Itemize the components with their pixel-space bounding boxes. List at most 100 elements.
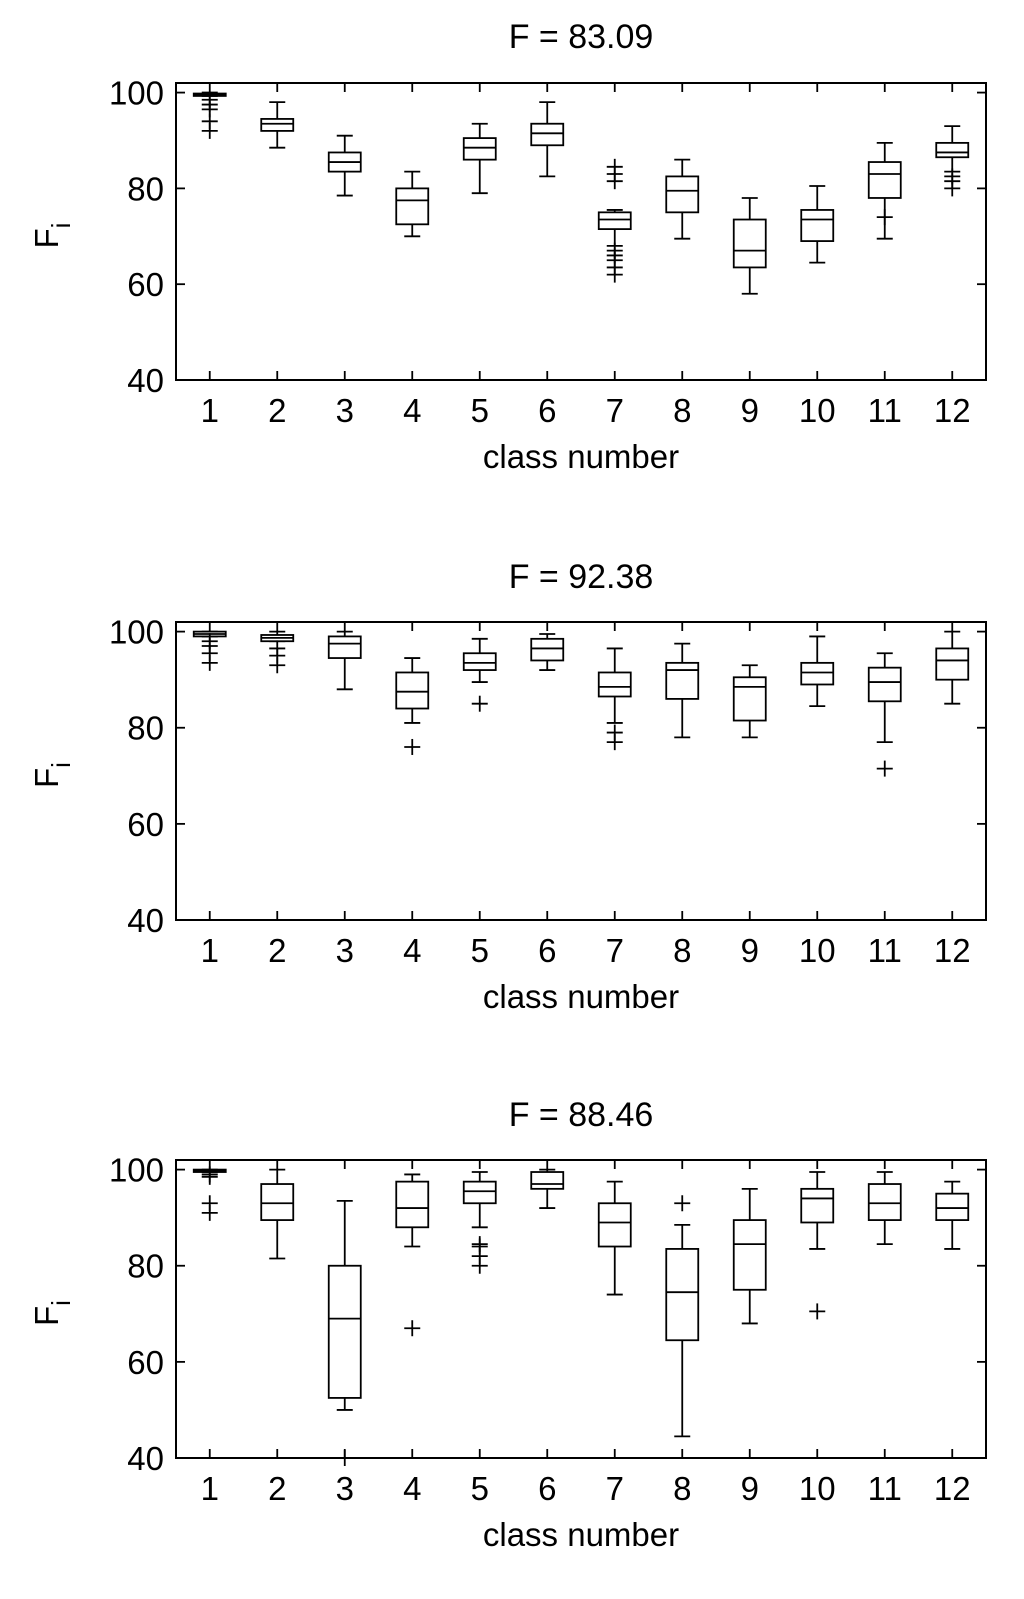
iqr-box (395, 187, 430, 226)
iqr-box (327, 635, 362, 659)
y-tick-label: 100 (109, 1152, 164, 1189)
box-class-3 (327, 630, 362, 691)
x-tick-label: 4 (403, 1470, 421, 1507)
box-class-10 (800, 185, 835, 264)
x-tick-label: 11 (868, 392, 902, 429)
iqr-box (327, 1264, 362, 1399)
iqr-box (800, 209, 835, 242)
y-tick-label: 80 (127, 710, 164, 747)
box-class-1 (192, 630, 227, 671)
outlier-marker (336, 1450, 353, 1466)
iqr-box (530, 122, 565, 147)
box-class-11 (867, 652, 902, 777)
outlier-marker (809, 1303, 826, 1320)
y-axis-label: Fi (28, 762, 76, 788)
iqr-box (597, 1202, 632, 1248)
outlier-marker (606, 266, 623, 283)
box-class-2 (260, 1168, 295, 1260)
x-tick-label: 12 (934, 392, 971, 429)
x-tick-label: 1 (201, 932, 219, 969)
x-tick-label: 10 (799, 1470, 836, 1507)
outlier-marker (201, 122, 218, 139)
iqr-box (395, 1180, 430, 1229)
box-class-6 (530, 101, 565, 178)
box-class-4 (395, 657, 430, 755)
box-class-11 (867, 1171, 902, 1246)
y-tick-label: 100 (109, 75, 164, 112)
iqr-box (597, 671, 632, 698)
iqr-box (665, 175, 700, 214)
iqr-box (665, 661, 700, 700)
x-tick-label: 3 (336, 1470, 354, 1507)
y-axis-label-main: F (28, 228, 65, 248)
x-tick-label: 3 (336, 932, 354, 969)
box-class-1 (192, 1166, 227, 1221)
y-tick-label: 80 (127, 170, 164, 207)
y-axis-label-subscript: i (46, 223, 76, 229)
outlier-marker (201, 1204, 218, 1221)
iqr-box (462, 137, 497, 161)
iqr-box (665, 1248, 700, 1342)
x-axis-label: class number (483, 1516, 679, 1553)
x-tick-label: 7 (606, 932, 624, 969)
x-tick-label: 5 (471, 932, 489, 969)
iqr-box (260, 1183, 295, 1221)
y-tick-label: 40 (127, 1440, 164, 1477)
box-class-5 (462, 1171, 497, 1274)
box-class-10 (800, 635, 835, 708)
box-class-9 (732, 1187, 767, 1325)
x-tick-label: 6 (538, 1470, 556, 1507)
box-class-6 (530, 1168, 565, 1209)
iqr-box (867, 666, 902, 703)
iqr-box (935, 647, 970, 681)
iqr-box (732, 1219, 767, 1291)
x-tick-label: 8 (673, 392, 691, 429)
box-class-12 (935, 125, 970, 197)
x-tick-label: 10 (799, 392, 836, 429)
outlier-marker (606, 734, 623, 751)
y-tick-label: 80 (127, 1248, 164, 1285)
plot-frame (175, 621, 987, 921)
y-axis-label-main: F (28, 1306, 65, 1326)
box-class-3 (327, 134, 362, 197)
outlier-marker (269, 657, 286, 674)
box-class-9 (732, 197, 767, 295)
chart-title: F = 88.46 (509, 1096, 654, 1134)
box-class-1 (192, 91, 227, 139)
x-tick-label: 1 (201, 392, 219, 429)
y-axis-label: Fi (28, 1300, 76, 1326)
x-tick-label: 9 (741, 932, 759, 969)
x-tick-label: 1 (201, 1470, 219, 1507)
y-axis-label-subscript: i (46, 762, 76, 768)
chart-title: F = 92.38 (509, 558, 654, 596)
outlier-marker (201, 1168, 218, 1185)
x-tick-label: 7 (606, 1470, 624, 1507)
y-tick-label: 60 (127, 1344, 164, 1381)
box-class-7 (597, 1180, 632, 1296)
outlier-marker (606, 173, 623, 190)
x-axis-label: class number (483, 978, 679, 1015)
iqr-box (867, 1183, 902, 1221)
box-class-6 (530, 633, 565, 671)
box-class-7 (597, 158, 632, 283)
x-tick-label: 2 (268, 1470, 286, 1507)
box-class-2 (260, 630, 295, 674)
x-tick-label: 9 (741, 1470, 759, 1507)
y-tick-label: 100 (109, 614, 164, 651)
outlier-marker (876, 209, 893, 226)
box-class-4 (395, 1173, 430, 1337)
x-tick-label: 7 (606, 392, 624, 429)
x-tick-label: 12 (934, 1470, 971, 1507)
outlier-marker (404, 738, 421, 755)
box-class-8 (665, 158, 700, 240)
x-tick-label: 11 (868, 932, 902, 969)
x-tick-label: 4 (403, 932, 421, 969)
iqr-box (935, 1192, 970, 1221)
box-class-12 (935, 1180, 970, 1250)
iqr-box (597, 211, 632, 231)
x-tick-label: 8 (673, 932, 691, 969)
x-tick-label: 2 (268, 932, 286, 969)
